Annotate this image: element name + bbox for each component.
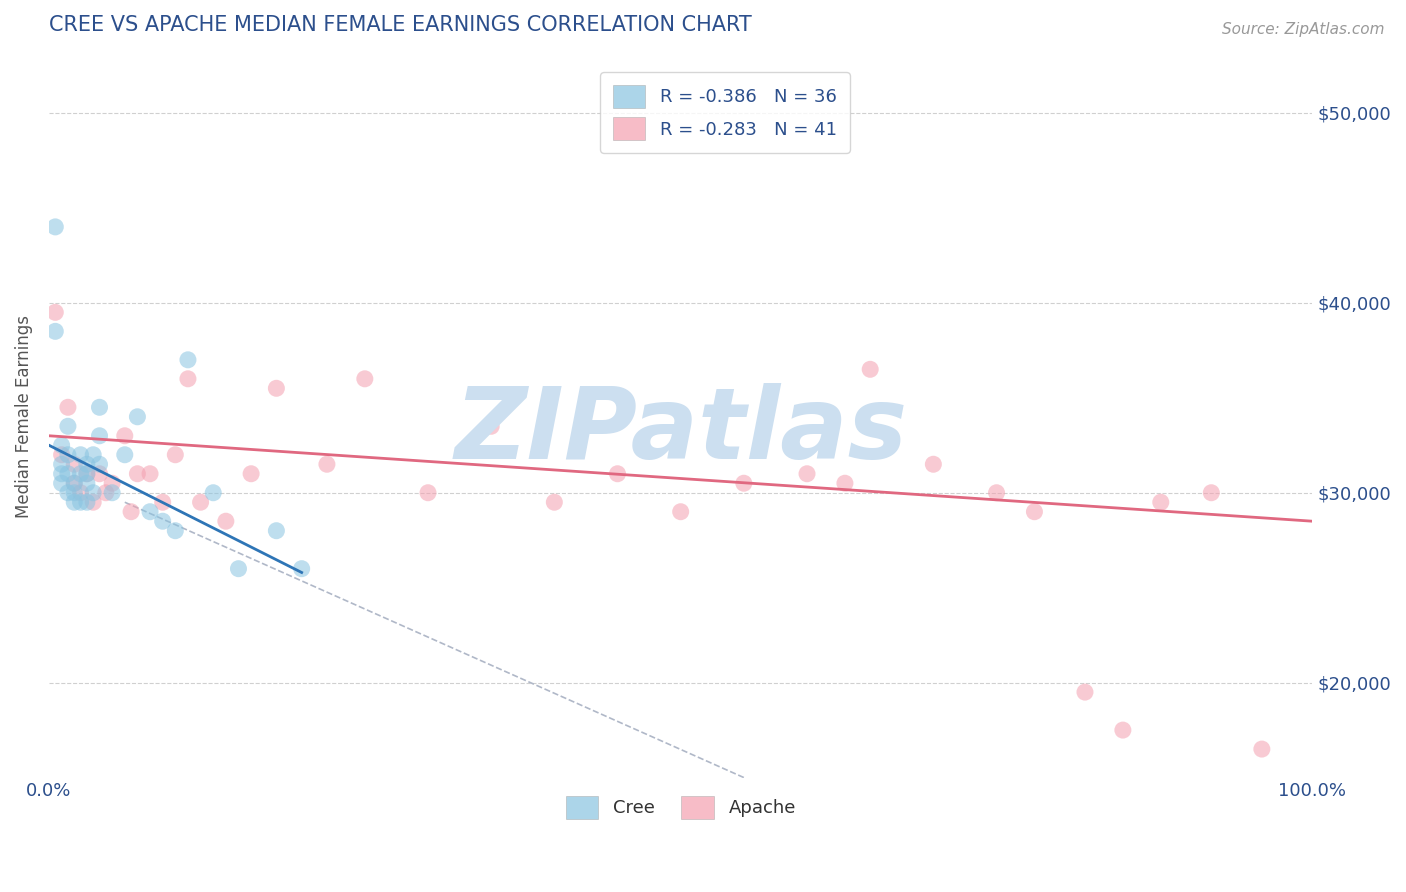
Point	[177, 352, 200, 367]
Point	[76, 467, 98, 481]
Point	[56, 485, 79, 500]
Point	[76, 457, 98, 471]
Point	[44, 305, 66, 319]
Point	[101, 485, 124, 500]
Point	[89, 467, 111, 481]
Point	[240, 467, 263, 481]
Point	[1201, 485, 1223, 500]
Point	[834, 476, 856, 491]
Point	[228, 562, 250, 576]
Text: ZIPatlas: ZIPatlas	[454, 383, 907, 480]
Point	[56, 401, 79, 415]
Point	[139, 467, 162, 481]
Point	[63, 476, 86, 491]
Point	[101, 476, 124, 491]
Point	[1024, 505, 1046, 519]
Point	[82, 495, 104, 509]
Point	[69, 485, 91, 500]
Point	[202, 485, 225, 500]
Point	[127, 467, 149, 481]
Point	[543, 495, 565, 509]
Point	[63, 457, 86, 471]
Point	[606, 467, 628, 481]
Point	[152, 495, 174, 509]
Y-axis label: Median Female Earnings: Median Female Earnings	[15, 315, 32, 518]
Point	[51, 448, 73, 462]
Point	[63, 495, 86, 509]
Point	[51, 476, 73, 491]
Point	[69, 448, 91, 462]
Point	[139, 505, 162, 519]
Point	[479, 419, 502, 434]
Point	[89, 401, 111, 415]
Point	[69, 467, 91, 481]
Point	[796, 467, 818, 481]
Point	[76, 467, 98, 481]
Point	[89, 429, 111, 443]
Point	[82, 485, 104, 500]
Point	[63, 485, 86, 500]
Point	[51, 457, 73, 471]
Point	[266, 524, 288, 538]
Point	[165, 524, 187, 538]
Point	[89, 457, 111, 471]
Point	[859, 362, 882, 376]
Point	[44, 219, 66, 234]
Point	[76, 495, 98, 509]
Legend: Cree, Apache: Cree, Apache	[558, 789, 803, 826]
Point	[215, 514, 238, 528]
Point	[82, 448, 104, 462]
Point	[120, 505, 142, 519]
Point	[56, 448, 79, 462]
Point	[1250, 742, 1272, 756]
Point	[1150, 495, 1173, 509]
Point	[986, 485, 1008, 500]
Point	[353, 372, 375, 386]
Point	[1074, 685, 1097, 699]
Text: Source: ZipAtlas.com: Source: ZipAtlas.com	[1222, 22, 1385, 37]
Point	[266, 381, 288, 395]
Point	[69, 495, 91, 509]
Point	[44, 324, 66, 338]
Point	[165, 448, 187, 462]
Point	[922, 457, 945, 471]
Point	[94, 485, 117, 500]
Point	[51, 438, 73, 452]
Point	[114, 429, 136, 443]
Point	[56, 419, 79, 434]
Point	[114, 448, 136, 462]
Point	[190, 495, 212, 509]
Text: CREE VS APACHE MEDIAN FEMALE EARNINGS CORRELATION CHART: CREE VS APACHE MEDIAN FEMALE EARNINGS CO…	[49, 15, 752, 35]
Point	[291, 562, 314, 576]
Point	[1112, 723, 1135, 737]
Point	[51, 467, 73, 481]
Point	[177, 372, 200, 386]
Point	[152, 514, 174, 528]
Point	[669, 505, 692, 519]
Point	[127, 409, 149, 424]
Point	[316, 457, 339, 471]
Point	[733, 476, 755, 491]
Point	[76, 476, 98, 491]
Point	[56, 467, 79, 481]
Point	[63, 476, 86, 491]
Point	[416, 485, 439, 500]
